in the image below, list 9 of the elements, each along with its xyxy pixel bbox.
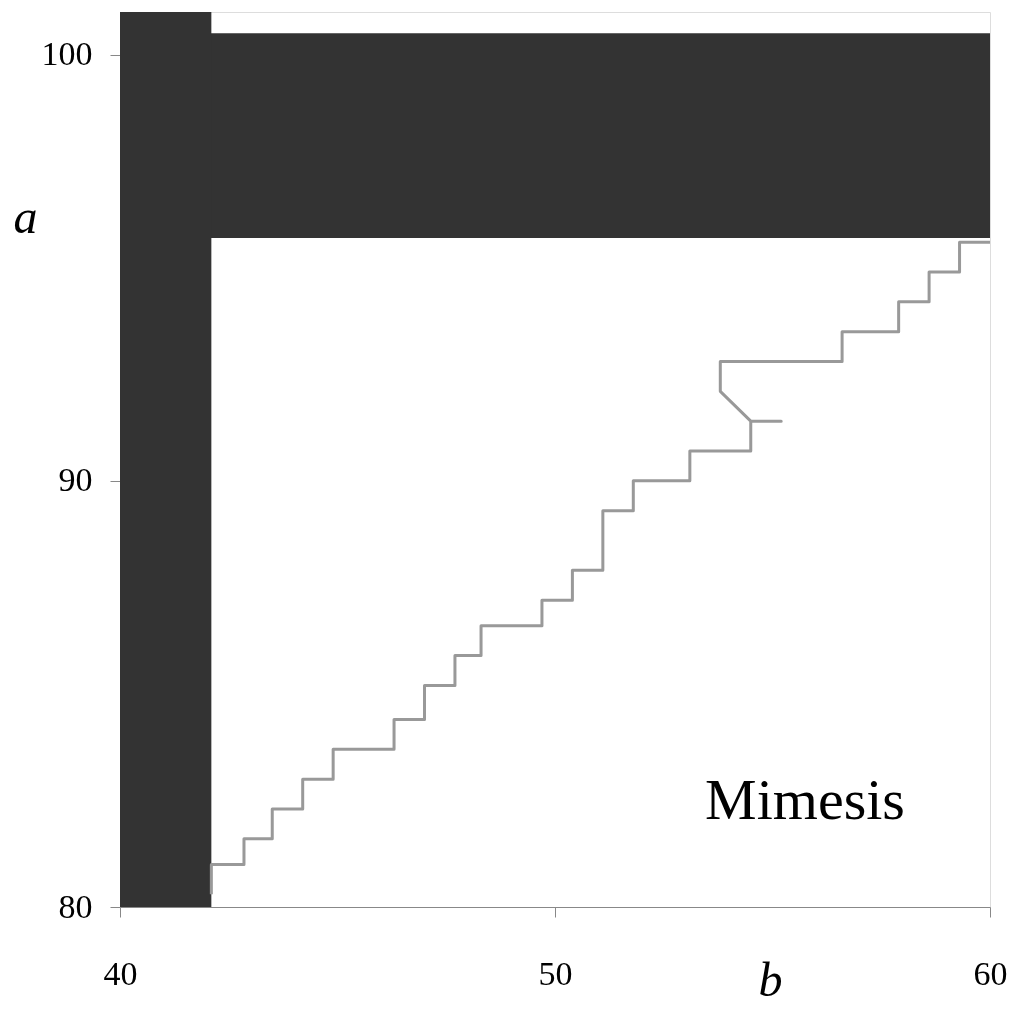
y-axis-title: a [13, 189, 38, 243]
y-tick-label: 100 [41, 35, 93, 73]
x-tick-label: 60 [973, 954, 1008, 992]
x-tick-label: 40 [103, 954, 138, 992]
x-axis-title: b [758, 952, 783, 1006]
annotation: Mimesis [705, 767, 905, 832]
y-tick-label: 90 [58, 461, 93, 499]
y-tick-label: 80 [58, 887, 93, 925]
x-tick-label: 50 [538, 954, 573, 992]
